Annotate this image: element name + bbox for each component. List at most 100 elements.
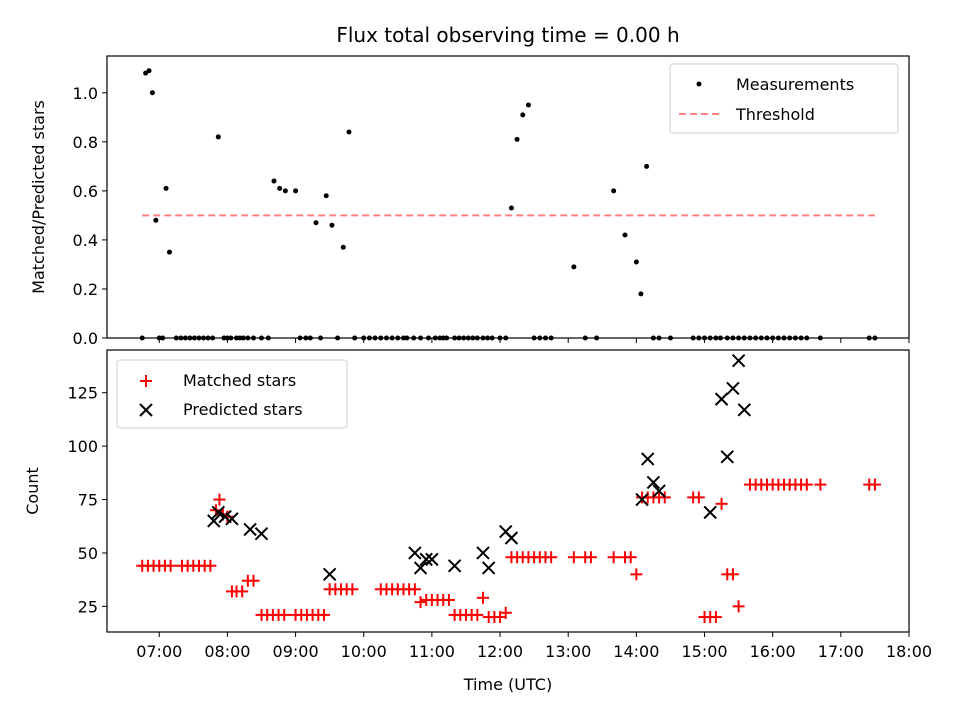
matched-star-point [236, 585, 249, 598]
predicted-star-point [703, 505, 717, 520]
measurement-point [329, 222, 335, 228]
top-y-tick-label: 1.0 [73, 84, 98, 103]
bottom-y-tick-label: 75 [78, 491, 98, 510]
matched-star-point [414, 596, 427, 609]
x-tick-label: 07:00 [136, 642, 182, 661]
matched-star-point [278, 608, 291, 621]
matched-star-point [204, 559, 217, 572]
matched-star-point [317, 608, 330, 621]
matched-star-point [164, 559, 177, 572]
predicted-star-point [225, 512, 239, 526]
x-tick-label: 17:00 [818, 642, 864, 661]
legend-predicted-marker [139, 403, 153, 417]
measurement-point [282, 188, 288, 194]
predicted-star-point [322, 567, 337, 582]
top-legend-box [669, 63, 899, 134]
x-tick-label: 18:00 [886, 642, 932, 661]
matched-star-point [545, 551, 558, 564]
x-tick-label: 09:00 [273, 642, 319, 661]
predicted-star-point [425, 552, 439, 567]
matched-star-point [408, 583, 421, 596]
measurement-point [293, 188, 299, 194]
top-y-tick-label: 0.0 [73, 329, 98, 348]
measurement-point [514, 136, 520, 142]
measurement-point [215, 134, 221, 140]
bottom-legend-box [116, 359, 348, 429]
measurement-point [313, 220, 319, 226]
predicted-star-point [254, 527, 269, 541]
top-chart-title: Flux total observing time = 0.00 h [336, 23, 679, 47]
x-axis-label: Time (UTC) [463, 675, 552, 694]
predicted-star-point [646, 475, 661, 490]
predicted-star-point [408, 546, 422, 560]
legend-measurements-marker [696, 81, 702, 87]
legend-matched-label: Matched stars [183, 371, 296, 390]
bottom-plot-frame [106, 349, 910, 633]
top-y-tick-label: 0.2 [73, 280, 98, 299]
measurement-point [520, 112, 526, 118]
matched-star-point [499, 606, 512, 619]
matched-star-point [658, 491, 671, 504]
bottom-y-tick-label: 125 [67, 384, 98, 403]
legend-threshold-label: Threshold [735, 105, 815, 124]
matched-star-point [471, 608, 484, 621]
predicted-star-point [211, 505, 226, 520]
x-tick-label: 10:00 [341, 642, 387, 661]
predicted-star-point [476, 546, 490, 560]
predicted-star-point [737, 403, 751, 417]
bottom-x-ticks: 07:00 08:00 09:00 10:00 11:00 12:00 13:00 14:00… [136, 632, 932, 661]
measurement-point [149, 90, 155, 96]
top-y-tick-label: 0.8 [73, 133, 98, 152]
measurement-point [525, 102, 531, 108]
matched-star-point [800, 478, 813, 491]
measurement-point [346, 129, 352, 135]
top-y-ticks: 0.0 0.2 0.4 0.6 0.8 1.0 [73, 84, 107, 348]
measurement-point [271, 178, 277, 184]
matched-star-point [213, 493, 226, 506]
measurement-point [644, 163, 650, 169]
matched-star-point [692, 491, 705, 504]
predicted-star-point [504, 531, 519, 545]
measurement-point [277, 185, 283, 191]
matched-star-point [567, 551, 580, 564]
top-y-axis-label: Matched/Predicted stars [29, 100, 48, 294]
bottom-y-tick-label: 50 [78, 544, 98, 563]
predicted-star-point [207, 514, 221, 528]
matched-star-point [247, 574, 260, 587]
measurement-point [166, 249, 172, 255]
x-tick-label: 12:00 [477, 642, 523, 661]
measurement-point [638, 291, 644, 297]
predicted-star-point [481, 561, 496, 575]
matched-star-point [709, 611, 722, 624]
matched-star-point [584, 551, 597, 564]
x-tick-label: 11:00 [409, 642, 455, 661]
matched-star-point [624, 551, 637, 564]
predicted-star-point [635, 492, 649, 507]
matched-star-point [442, 593, 455, 606]
matched-star-point [630, 568, 643, 581]
x-tick-label: 13:00 [545, 642, 591, 661]
predicted-star-point [652, 484, 666, 498]
top-x-ticks [158, 338, 910, 343]
measurement-point [633, 259, 639, 265]
matched-star-point [607, 551, 620, 564]
predicted-star-point [731, 353, 746, 368]
measurement-point [153, 217, 159, 223]
x-tick-label: 15:00 [681, 642, 727, 661]
measurement-point [323, 193, 329, 199]
predicted-star-point [714, 392, 729, 406]
predicted-star-point [641, 452, 655, 466]
matched-star-point [814, 478, 827, 491]
x-tick-label: 14:00 [613, 642, 659, 661]
predicted-star-point [447, 559, 462, 573]
top-y-tick-label: 0.6 [73, 182, 98, 201]
measurement-point [146, 68, 152, 74]
predicted-star-point [419, 552, 433, 567]
measurement-point [571, 264, 577, 270]
x-tick-label: 08:00 [204, 642, 250, 661]
top-plot-frame [106, 55, 910, 339]
predicted-star-point [243, 522, 257, 537]
measurement-point [611, 188, 617, 194]
predicted-star-point [413, 561, 428, 575]
